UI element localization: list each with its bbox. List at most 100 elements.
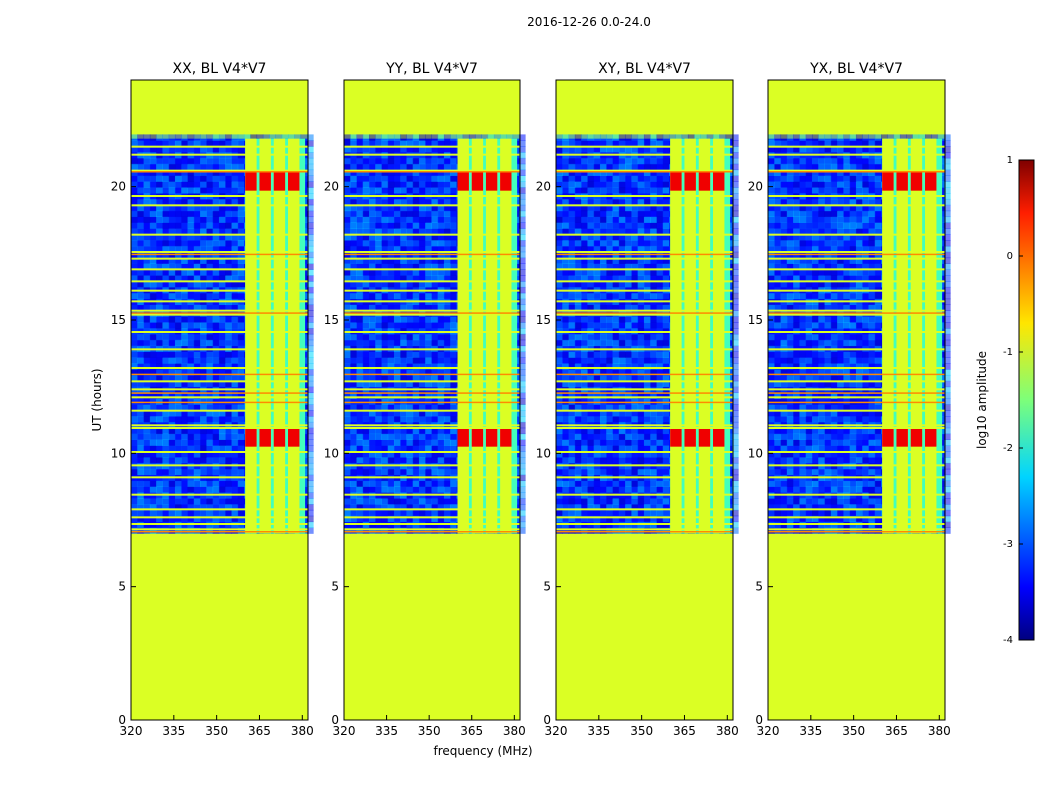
- noise-cell: [187, 504, 195, 511]
- noise-cell: [187, 457, 195, 464]
- noise-cell: [599, 498, 607, 505]
- noise-cell: [362, 351, 370, 358]
- noise-cell: [375, 140, 382, 147]
- noise-cell: [143, 228, 151, 235]
- noise-cell: [181, 380, 189, 388]
- noise-cell: [568, 404, 576, 411]
- noise-cell: [618, 515, 626, 523]
- noise-cell: [606, 504, 614, 511]
- noise-cell: [381, 363, 389, 370]
- noise-cell: [212, 304, 220, 311]
- noise-cell: [381, 146, 389, 153]
- noise-cell: [350, 333, 357, 341]
- noise-cell: [168, 439, 176, 446]
- noise-cell: [418, 181, 426, 188]
- noise-cell: [431, 363, 439, 370]
- noise-cell: [412, 245, 420, 253]
- noise-cell: [568, 427, 576, 435]
- noise-cell: [237, 257, 245, 264]
- rfi-hotspot: [500, 172, 512, 191]
- noise-cell: [606, 369, 614, 376]
- noise-cell: [574, 515, 582, 523]
- noise-cell: [162, 140, 170, 147]
- noise-cell: [587, 504, 595, 511]
- noise-cell: [356, 445, 364, 452]
- noise-cell: [375, 451, 382, 458]
- noise-cell: [412, 468, 420, 476]
- noise-cell: [556, 457, 563, 464]
- noise-cell: [643, 439, 651, 446]
- noise-cell: [168, 380, 176, 388]
- noise-cell: [556, 527, 563, 534]
- noise-cell: [131, 146, 138, 153]
- noise-cell: [356, 480, 364, 487]
- noise-cell: [193, 445, 201, 452]
- noise-cell: [131, 240, 138, 247]
- noise-cell: [356, 292, 364, 300]
- noise-cell: [225, 134, 232, 141]
- noise-cell: [218, 175, 226, 182]
- noise-cell: [137, 486, 145, 493]
- noise-cell: [231, 316, 239, 323]
- noise-cell: [344, 480, 351, 487]
- noise-cell: [149, 198, 157, 206]
- noise-cell: [612, 527, 620, 534]
- noise-cell: [425, 410, 432, 417]
- y-axis: 0 5 10 15 20: [111, 180, 126, 727]
- noise-cell: [237, 292, 245, 300]
- flagged-row: [131, 388, 308, 391]
- noise-cell: [393, 146, 401, 153]
- x-tick-label: 365: [460, 724, 483, 738]
- noise-cell: [637, 504, 645, 511]
- noise-cell: [218, 204, 226, 212]
- noise-cell: [443, 439, 451, 446]
- noise-cell: [381, 351, 389, 358]
- noise-cell: [556, 451, 563, 458]
- noise-cell: [418, 175, 426, 182]
- noise-cell: [193, 333, 201, 341]
- noise-cell: [218, 392, 226, 399]
- noise-cell: [625, 445, 632, 452]
- noise-cell: [225, 140, 232, 147]
- noise-cell: [237, 339, 245, 347]
- noise-cell: [143, 427, 151, 435]
- noise-cell: [425, 398, 432, 405]
- noise-cell: [131, 480, 138, 487]
- noise-cell: [187, 480, 195, 487]
- noise-cell: [193, 369, 201, 376]
- noise-cell: [518, 240, 526, 247]
- noise-cell: [662, 439, 670, 446]
- noise-cell: [425, 169, 432, 176]
- noise-cell: [368, 439, 376, 446]
- noise-cell: [375, 146, 382, 153]
- noise-cell: [193, 498, 201, 505]
- noise-cell: [587, 527, 595, 534]
- noise-cell: [356, 416, 364, 423]
- noise-cell: [450, 374, 457, 382]
- noise-cell: [212, 351, 220, 358]
- noise-cell: [606, 515, 614, 523]
- noise-cell: [381, 398, 389, 405]
- noise-cell: [181, 480, 189, 487]
- noise-cell: [218, 369, 226, 376]
- noise-cell: [356, 486, 364, 493]
- noise-cell: [162, 433, 170, 440]
- noise-cell: [193, 234, 201, 241]
- noise-cell: [225, 498, 232, 505]
- noise-cell: [168, 198, 176, 206]
- flagged-row: [131, 516, 308, 519]
- noise-cell: [187, 357, 195, 364]
- noise-cell: [231, 451, 239, 458]
- noise-cell: [418, 433, 426, 440]
- noise-cell: [406, 269, 414, 276]
- noise-cell: [181, 163, 189, 171]
- noise-cell: [362, 357, 370, 364]
- noise-cell: [393, 204, 401, 212]
- noise-cell: [187, 333, 195, 341]
- noise-cell: [344, 210, 351, 218]
- noise-cell: [406, 527, 414, 534]
- noise-cell: [231, 204, 239, 212]
- noise-cell: [375, 169, 382, 176]
- noise-cell: [400, 451, 407, 458]
- noise-cell: [368, 292, 376, 300]
